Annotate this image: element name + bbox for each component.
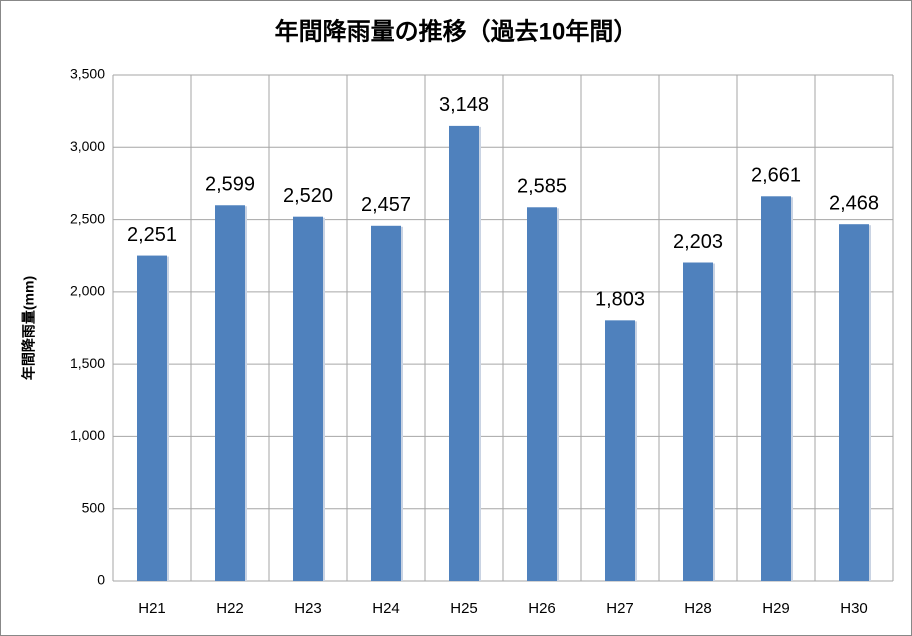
- y-tick-label: 3,500: [70, 66, 105, 82]
- x-tick-label: H24: [372, 600, 400, 617]
- data-label: 2,520: [283, 185, 333, 207]
- x-tick-label: H28: [684, 600, 712, 617]
- bar: [839, 224, 869, 582]
- y-tick-label: 1,500: [70, 355, 105, 371]
- bar: [683, 262, 713, 581]
- data-label: 2,203: [673, 231, 723, 253]
- y-tick-label: 500: [82, 499, 106, 515]
- x-tick-label: H21: [138, 600, 166, 617]
- x-tick-label: H22: [216, 600, 244, 617]
- chart-title: 年間降雨量の推移（過去10年間）: [275, 17, 638, 45]
- x-tick-label: H29: [762, 600, 790, 617]
- x-tick-label: H25: [450, 600, 478, 617]
- x-tick-label: H30: [840, 600, 868, 617]
- bar: [371, 225, 401, 581]
- x-tick-label: H27: [606, 600, 634, 617]
- bar: [215, 205, 245, 581]
- data-label: 2,585: [517, 176, 567, 198]
- bar: [605, 320, 635, 581]
- x-tick-label: H26: [528, 600, 556, 617]
- bar: [137, 255, 167, 582]
- data-label: 2,661: [751, 165, 801, 187]
- bar: [761, 196, 791, 582]
- data-label: 2,457: [361, 194, 411, 216]
- y-tick-label: 1,000: [70, 427, 105, 443]
- data-label: 2,251: [127, 224, 177, 246]
- y-tick-label: 2,000: [70, 283, 105, 299]
- data-label: 1,803: [595, 289, 645, 311]
- y-axis-label: 年間降雨量(mm): [21, 276, 37, 380]
- y-tick-label: 0: [97, 572, 105, 588]
- y-tick-label: 2,500: [70, 210, 105, 226]
- bar: [449, 125, 479, 581]
- bar: [527, 207, 557, 582]
- data-label: 3,148: [439, 94, 489, 116]
- y-tick-label: 3,000: [70, 138, 105, 154]
- bar: [293, 216, 323, 581]
- data-label: 2,468: [829, 192, 879, 214]
- x-tick-label: H23: [294, 600, 322, 617]
- data-label: 2,599: [205, 174, 255, 196]
